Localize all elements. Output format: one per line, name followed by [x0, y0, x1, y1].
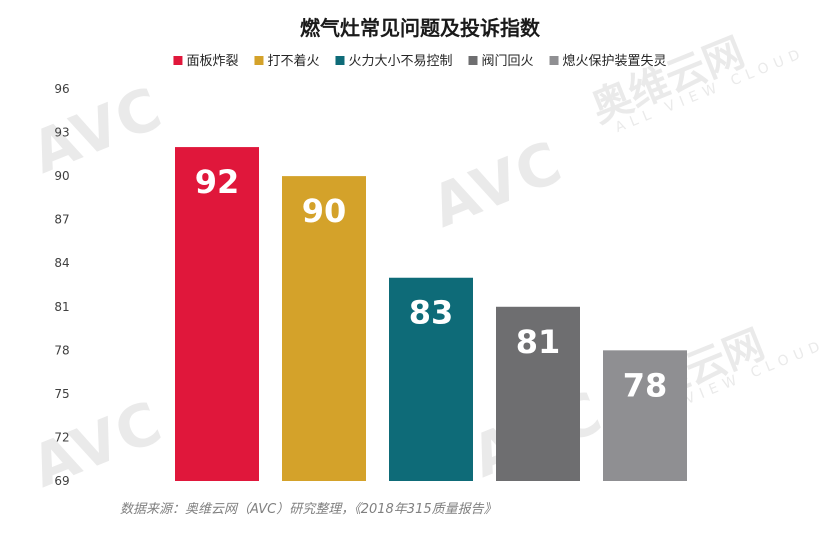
- y-tick-label: 69: [54, 474, 69, 488]
- legend-swatch: [549, 56, 559, 65]
- y-tick-label: 93: [54, 126, 69, 140]
- bar-value-label: 92: [195, 163, 240, 201]
- bar-value-label: 83: [409, 294, 454, 332]
- bar: [496, 306, 580, 481]
- legend-label: 面板炸裂: [186, 54, 238, 69]
- y-tick-label: 84: [54, 256, 69, 270]
- bars: [175, 147, 687, 481]
- y-axis: 69 72 75 78 81 84 87 90 93 96: [54, 82, 69, 488]
- legend-label: 打不着火: [267, 53, 319, 69]
- legend-swatch: [468, 56, 478, 65]
- y-tick-label: 90: [54, 169, 69, 183]
- legend-label: 火力大小不易控制: [348, 54, 452, 69]
- y-tick-label: 75: [54, 387, 69, 401]
- bar: [389, 277, 473, 481]
- legend-swatch: [254, 56, 264, 65]
- legend-swatch: [335, 56, 345, 65]
- bar: [175, 147, 259, 481]
- bar: [603, 350, 687, 481]
- y-tick-label: 78: [54, 343, 69, 357]
- bar-value-label: 78: [623, 366, 668, 404]
- legend-swatch: [173, 56, 183, 65]
- y-tick-label: 96: [54, 82, 69, 96]
- chart-title: 燃气灶常见问题及投诉指数: [300, 16, 541, 40]
- source-note: 数据来源：奥维云网（AVC）研究整理，《2018年315质量报告》: [120, 501, 497, 517]
- y-tick-label: 81: [54, 300, 69, 314]
- bar: [282, 176, 366, 481]
- legend-label: 阀门回火: [482, 54, 534, 69]
- legend-label: 熄火保护装置失灵: [563, 54, 667, 69]
- bar-value-label: 90: [302, 192, 347, 230]
- bar-value-label: 81: [516, 323, 561, 361]
- legend: 面板炸裂 打不着火 火力大小不易控制 阀门回火 熄火保护装置失灵: [173, 53, 667, 69]
- bar-labels: 92 90 83 81 78: [195, 163, 668, 404]
- y-tick-label: 87: [54, 213, 69, 227]
- y-tick-label: 72: [54, 430, 69, 444]
